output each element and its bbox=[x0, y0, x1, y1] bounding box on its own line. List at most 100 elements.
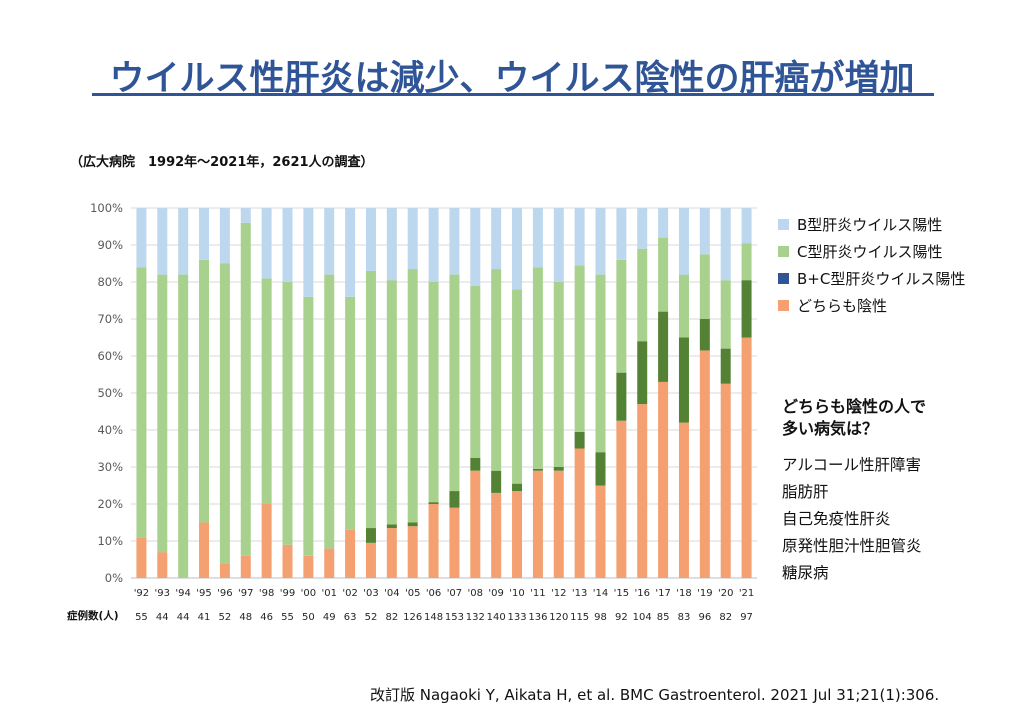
question-line: 多い病気は？ bbox=[782, 419, 879, 438]
bar-segment-neither bbox=[199, 522, 210, 578]
bar-segment-hbv bbox=[470, 208, 481, 286]
x-tick-label: '94 bbox=[175, 588, 190, 599]
bar-segment-hbv bbox=[199, 208, 210, 260]
bar-segment-hbv bbox=[616, 208, 627, 260]
bar-segment-hcv bbox=[574, 265, 585, 432]
case-count: 104 bbox=[633, 612, 652, 623]
x-tick-label: '98 bbox=[259, 588, 274, 599]
x-tick-label: '01 bbox=[321, 588, 336, 599]
legend-item-hbv: B型肝炎ウイルス陽性 bbox=[778, 211, 965, 238]
question-line: どちらも陰性の人で bbox=[782, 397, 927, 416]
case-count: 136 bbox=[528, 612, 547, 623]
y-tick-label: 80% bbox=[97, 275, 123, 289]
x-tick-label: '09 bbox=[488, 588, 503, 599]
bar-segment-bc bbox=[616, 372, 627, 421]
bar-segment-neither bbox=[157, 552, 168, 578]
case-count: 48 bbox=[239, 612, 252, 623]
bar-segment-bc bbox=[741, 280, 752, 338]
bar-segment-bc bbox=[365, 528, 376, 543]
x-tick-label: '18 bbox=[676, 588, 691, 599]
legend-item-neither: どちらも陰性 bbox=[778, 292, 965, 319]
bar-segment-neither bbox=[365, 542, 376, 578]
disease-list: アルコール性肝障害 脂肪肝 自己免疫性肝炎 原発性胆汁性胆管炎 糖尿病 bbox=[782, 452, 922, 587]
y-tick-label: 90% bbox=[97, 238, 123, 252]
case-count: 46 bbox=[260, 612, 273, 623]
bar-segment-bc bbox=[699, 319, 710, 351]
bar-segment-neither bbox=[616, 420, 627, 578]
case-count: 63 bbox=[344, 612, 357, 623]
bar-segment-hcv bbox=[199, 259, 210, 523]
bar-segment-bc bbox=[449, 491, 460, 508]
bar-segment-hcv bbox=[491, 269, 502, 471]
case-count: 44 bbox=[177, 612, 190, 623]
case-count: 126 bbox=[403, 612, 422, 623]
x-tick-label: '92 bbox=[134, 588, 149, 599]
bar-segment-hcv bbox=[136, 267, 147, 538]
bar-segment-hcv bbox=[240, 222, 251, 556]
bar-segment-neither bbox=[678, 422, 689, 578]
y-tick-label: 0% bbox=[105, 571, 123, 585]
bar-segment-neither bbox=[470, 470, 481, 578]
bar-segment-neither bbox=[595, 485, 606, 578]
bar-segment-hcv bbox=[303, 296, 314, 556]
bar-segment-hcv bbox=[553, 282, 564, 467]
bar-segment-hbv bbox=[345, 208, 356, 297]
case-count: 85 bbox=[657, 612, 670, 623]
title-underline bbox=[92, 93, 934, 96]
case-count: 140 bbox=[487, 612, 506, 623]
bar-segment-bc bbox=[512, 483, 523, 492]
x-tick-label: '21 bbox=[739, 588, 754, 599]
bar-segment-neither bbox=[574, 448, 585, 578]
bar-segment-hcv bbox=[512, 289, 523, 484]
bar-segment-hbv bbox=[741, 208, 752, 244]
bar-segment-hcv bbox=[219, 263, 230, 564]
bar-segment-hcv bbox=[741, 243, 752, 281]
bar-segment-hbv bbox=[386, 208, 397, 281]
disease-item: 原発性胆汁性胆管炎 bbox=[782, 537, 922, 555]
case-count: 52 bbox=[219, 612, 232, 623]
y-tick-label: 30% bbox=[97, 460, 123, 474]
bar-segment-hbv bbox=[365, 208, 376, 271]
x-tick-label: '14 bbox=[593, 588, 608, 599]
x-tick-label: '06 bbox=[426, 588, 441, 599]
bar-segment-hcv bbox=[678, 274, 689, 338]
bar-segment-bc bbox=[595, 452, 606, 486]
bar-segment-hbv bbox=[324, 208, 335, 275]
bar-segment-hcv bbox=[324, 274, 335, 549]
chart-grid bbox=[131, 207, 757, 579]
x-tick-label: '12 bbox=[551, 588, 566, 599]
bar-segment-hcv bbox=[637, 248, 648, 342]
bar-segment-hbv bbox=[720, 208, 731, 281]
x-tick-label: '16 bbox=[634, 588, 649, 599]
y-tick-label: 50% bbox=[97, 386, 123, 400]
case-count: 133 bbox=[507, 612, 526, 623]
disease-item: アルコール性肝障害 bbox=[782, 456, 922, 474]
case-count: 50 bbox=[302, 612, 315, 623]
case-count: 55 bbox=[135, 612, 148, 623]
x-tick-label: '08 bbox=[468, 588, 483, 599]
bar-segment-neither bbox=[491, 492, 502, 578]
bar-segment-hbv bbox=[282, 208, 293, 282]
bar-segment-hbv bbox=[595, 208, 606, 275]
x-tick-label: '15 bbox=[614, 588, 629, 599]
bar-segment-neither bbox=[720, 383, 731, 578]
bar-segment-bc bbox=[407, 522, 418, 527]
x-tick-label: '20 bbox=[718, 588, 733, 599]
bar-segment-hbv bbox=[219, 208, 230, 264]
case-count: 49 bbox=[323, 612, 336, 623]
disease-item: 脂肪肝 bbox=[782, 483, 829, 501]
bar-segment-hbv bbox=[449, 208, 460, 275]
case-count: 96 bbox=[698, 612, 711, 623]
bar-segment-hbv bbox=[637, 208, 648, 249]
bar-segment-neither bbox=[637, 404, 648, 578]
y-tick-label: 100% bbox=[90, 201, 123, 215]
disease-item: 自己免疫性肝炎 bbox=[782, 510, 891, 528]
case-count: 98 bbox=[594, 612, 607, 623]
bar-segment-bc bbox=[574, 431, 585, 449]
question-heading: どちらも陰性の人で 多い病気は？ bbox=[782, 396, 926, 440]
case-count: 55 bbox=[281, 612, 294, 623]
chart-subtitle: （広大病院 1992年〜2021年，2621人の調査） bbox=[70, 155, 374, 170]
y-tick-label: 10% bbox=[97, 534, 123, 548]
case-count: 44 bbox=[156, 612, 169, 623]
bar-segment-hcv bbox=[282, 282, 293, 545]
